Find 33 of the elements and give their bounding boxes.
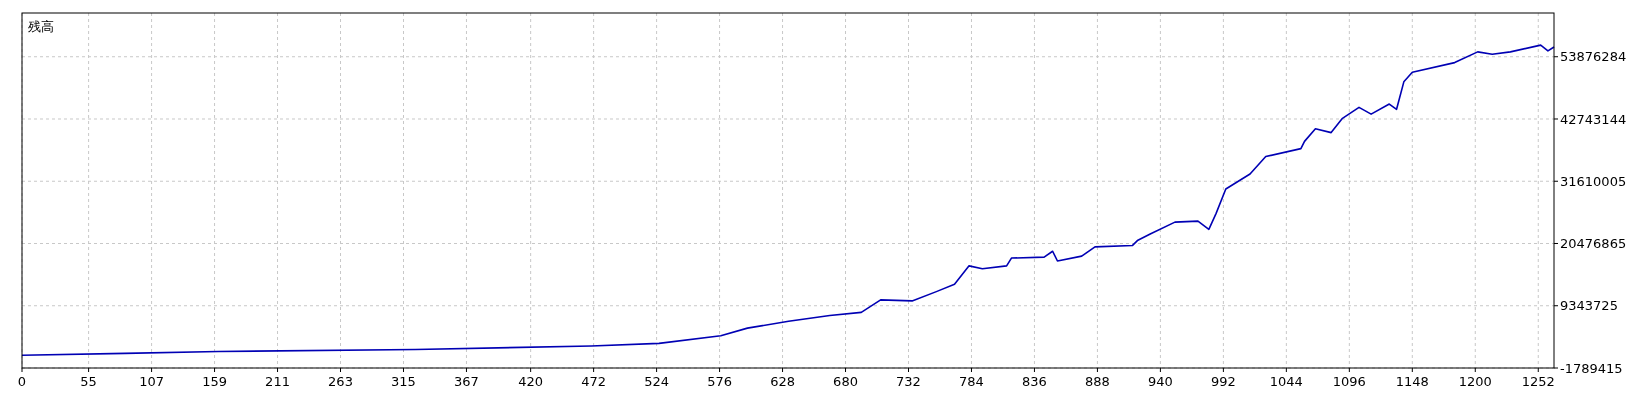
x-tick-label: 940	[1147, 374, 1173, 389]
y-tick-label: -1789415	[1560, 360, 1623, 376]
x-tick-label: 159	[202, 374, 227, 389]
x-tick-label: 1096	[1332, 374, 1366, 389]
y-tick-label: 42743144	[1560, 111, 1627, 127]
y-tick-label: 9343725	[1560, 298, 1618, 314]
x-tick-label: 1044	[1269, 374, 1303, 389]
x-tick-label: 367	[454, 374, 479, 389]
x-tick-label: 1148	[1395, 374, 1429, 389]
x-tick-label: 784	[959, 374, 984, 389]
x-tick-label: 680	[833, 374, 858, 389]
x-tick-label: 576	[707, 374, 732, 389]
line-series	[21, 44, 1555, 356]
x-tick-label: 628	[770, 374, 795, 389]
x-tick-label: 732	[896, 374, 921, 389]
y-tick-label: 53876284	[1560, 49, 1627, 65]
y-tick-label: 31610005	[1560, 173, 1627, 189]
x-tick-label: 472	[581, 374, 607, 389]
x-tick-label: 107	[139, 374, 164, 389]
x-tick-label: 420	[518, 374, 544, 389]
x-tick-label: 888	[1085, 374, 1110, 389]
x-tick-label: 1252	[1521, 374, 1555, 389]
text: 残高	[28, 19, 54, 34]
y-tick-label: 20476865	[1560, 236, 1627, 252]
x-tick-label: 55	[80, 374, 97, 389]
x-tick-label: 1200	[1458, 374, 1492, 389]
x-tick-label: 524	[644, 374, 670, 389]
x-tick-label: 315	[391, 374, 416, 389]
x-tick-label: 836	[1022, 374, 1047, 389]
x-tick-label: 211	[265, 374, 290, 389]
x-tick-label: 992	[1210, 374, 1236, 389]
x-tick-label: 263	[328, 374, 353, 389]
x-tick-label: 0	[17, 374, 27, 389]
